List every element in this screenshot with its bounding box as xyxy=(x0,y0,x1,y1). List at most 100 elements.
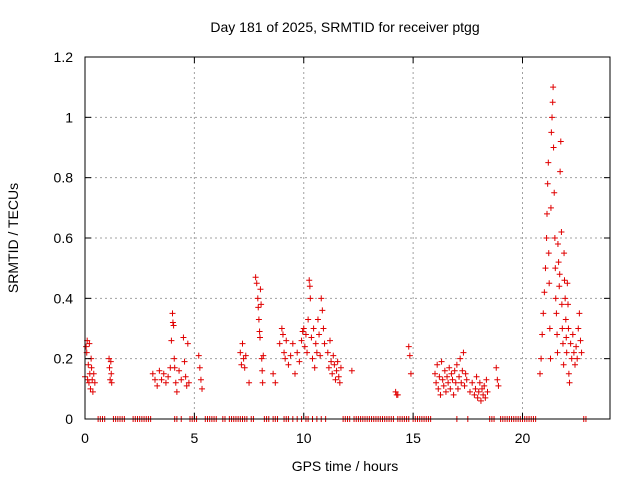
data-point xyxy=(451,367,458,374)
data-point xyxy=(476,379,483,386)
data-point xyxy=(561,250,568,257)
data-point xyxy=(407,370,414,377)
y-tick-label: 1 xyxy=(65,109,73,125)
data-point xyxy=(577,337,584,344)
data-point xyxy=(554,331,561,338)
data-point xyxy=(195,352,202,359)
data-point xyxy=(462,370,469,377)
data-point xyxy=(239,340,246,347)
data-point xyxy=(108,379,115,386)
data-point xyxy=(169,319,176,326)
data-point xyxy=(440,382,447,389)
data-point xyxy=(460,349,467,356)
axis-ticks xyxy=(84,56,610,420)
data-point xyxy=(300,325,307,332)
data-point xyxy=(254,295,261,302)
data-point xyxy=(283,337,290,344)
data-point xyxy=(106,364,113,371)
data-point xyxy=(559,340,566,347)
data-point xyxy=(480,391,487,398)
data-point xyxy=(475,388,482,395)
data-point xyxy=(156,367,163,374)
data-point xyxy=(446,364,453,371)
data-point xyxy=(325,364,332,371)
data-point xyxy=(448,370,455,377)
data-point xyxy=(308,334,315,341)
data-point xyxy=(549,99,556,106)
data-point xyxy=(540,310,547,317)
data-point xyxy=(551,189,558,196)
data-point xyxy=(255,304,262,311)
data-point xyxy=(334,358,341,365)
data-point xyxy=(309,355,316,362)
data-point xyxy=(439,376,446,383)
data-point xyxy=(467,388,473,395)
grid xyxy=(85,57,610,419)
data-point xyxy=(313,349,320,356)
data-point xyxy=(270,370,277,377)
data-point xyxy=(483,376,490,383)
x-axis-title: GPS time / hours xyxy=(292,458,399,474)
data-point xyxy=(436,373,443,380)
data-point xyxy=(289,340,296,347)
data-point xyxy=(86,340,93,347)
data-point xyxy=(307,295,314,302)
x-tick-label: 5 xyxy=(190,430,198,446)
data-point xyxy=(199,385,206,392)
data-point xyxy=(171,364,178,371)
data-point xyxy=(348,367,355,374)
data-point xyxy=(552,265,559,272)
x-tick-labels: 0 5 10 15 20 xyxy=(81,430,530,446)
data-point xyxy=(394,391,401,398)
y-tick-label: 0 xyxy=(65,411,73,427)
data-point xyxy=(180,334,187,341)
data-point xyxy=(292,370,298,377)
data-point xyxy=(433,379,440,386)
data-point xyxy=(566,379,573,386)
data-point xyxy=(154,382,161,389)
data-point xyxy=(471,391,478,398)
data-point xyxy=(196,364,203,371)
data-point xyxy=(178,376,185,383)
data-point xyxy=(242,352,249,359)
data-point xyxy=(551,235,558,241)
data-point xyxy=(304,349,311,356)
data-point xyxy=(463,376,470,383)
data-point xyxy=(298,337,305,344)
data-point xyxy=(565,325,572,332)
data-point xyxy=(575,325,582,332)
data-point xyxy=(553,310,560,317)
data-point xyxy=(557,168,564,175)
data-point xyxy=(240,355,247,362)
data-point xyxy=(260,352,267,359)
data-point xyxy=(453,361,460,368)
data-point xyxy=(312,340,319,347)
data-point xyxy=(442,388,449,395)
data-point xyxy=(278,325,285,332)
data-point xyxy=(296,358,303,365)
data-point xyxy=(405,343,412,350)
data-point xyxy=(548,129,555,136)
data-point xyxy=(538,355,545,362)
data-point xyxy=(173,388,180,395)
data-point xyxy=(301,343,308,350)
data-point xyxy=(563,349,570,356)
data-point xyxy=(238,361,245,368)
data-point xyxy=(578,349,585,356)
data-point xyxy=(560,361,567,368)
data-point xyxy=(185,379,192,386)
data-point xyxy=(168,337,175,344)
data-point xyxy=(241,364,248,371)
y-tick-label: 0.6 xyxy=(54,230,74,246)
data-point xyxy=(576,310,583,317)
data-point xyxy=(321,340,328,347)
data-point xyxy=(547,355,554,362)
data-point xyxy=(539,331,546,338)
data-point xyxy=(441,367,448,374)
y-tick-label: 0.4 xyxy=(54,290,74,306)
data-point xyxy=(252,274,259,281)
data-point xyxy=(158,376,165,383)
data-point xyxy=(559,325,566,332)
data-point xyxy=(457,355,464,362)
